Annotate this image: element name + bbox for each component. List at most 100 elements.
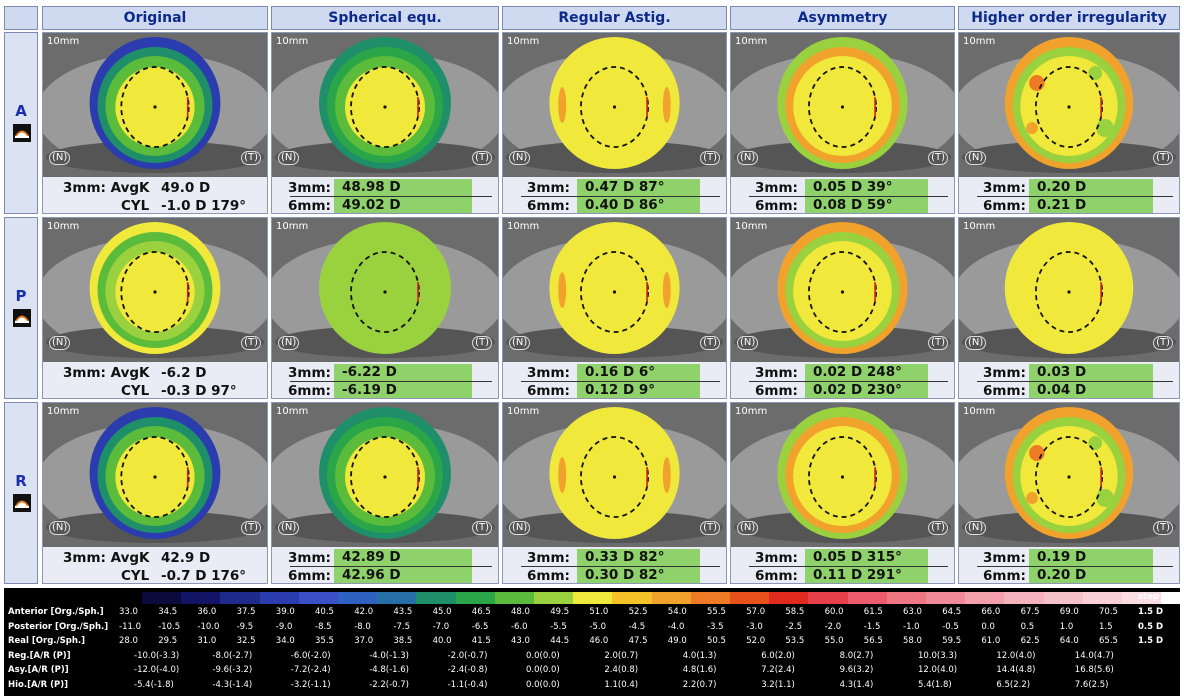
map-scale-label: 10mm [507,221,540,232]
zone-value: 0.20 D [1029,179,1153,196]
map-scale-label: 10mm [507,406,540,417]
scale-swatch [220,592,261,604]
scale-value: -2.2(-0.7) [369,679,409,690]
temporal-marker: (T) [241,151,261,165]
map-cell-original-p[interactable]: 10mm (N) (T) 3mm: AvgK -6.2 D CYL -0.3 D 97° [42,217,268,399]
map-cell-reg-r[interactable]: 10mm (N) (T) 3mm: 0.33 D 82° 6mm: 0.30 D 82° [502,402,727,584]
scale-value: 59.5 [942,636,962,646]
scale-value: 61.0 [981,636,1001,646]
map-cell-hoi-p[interactable]: 10mm (N) (T) 3mm: 0.03 D 6mm: 0.04 D [958,217,1180,399]
scale-swatch [259,592,300,604]
temporal-marker: (T) [472,336,492,350]
cyl-label: CYL [121,198,150,214]
scale-value: 52.0 [746,636,766,646]
scale-value: 2.2(0.7) [682,679,717,690]
divider [521,381,720,382]
scale-value: -3.0 [746,621,763,632]
temporal-marker: (T) [472,521,492,535]
divider [290,566,492,567]
topography-map [272,218,498,362]
scale-row-label: Hio.[A/R (P)] [8,679,69,690]
zone-value: 0.21 D [1029,197,1153,213]
color-scale-legend: step Anterior [Org./Sph.] 33.0 34.5 36.0 37.5… [4,588,1184,696]
map-scale-label: 10mm [735,221,768,232]
zone-value: 0.16 D 6° [577,364,700,381]
divider [749,381,948,382]
map-scale-label: 10mm [276,36,309,47]
scale-step: 1.5 D [1138,607,1164,617]
map-cell-reg-p[interactable]: 10mm (N) (T) 3mm: 0.16 D 6° 6mm: 0.12 D 9° [502,217,727,399]
6mm-row: 6mm: 0.04 D [959,382,1179,398]
scale-value: 4.8(1.6) [682,665,717,675]
topography-map [43,33,267,177]
row-label-p: P [4,217,38,399]
map-scale-label: 10mm [47,406,80,417]
map-scale-label: 10mm [963,221,996,232]
topography-map [959,218,1179,362]
eye-icon [13,124,31,142]
scale-value: 47.5 [628,636,648,646]
scale-swatch [926,592,966,604]
scale-value: -2.0(-0.7) [447,650,488,661]
temporal-marker: (T) [1153,521,1173,535]
scale-value: -1.0 [903,621,920,632]
scale-value: 63.0 [903,607,922,617]
scale-step: 0.5 D [1138,621,1164,632]
map-scale-label: 10mm [507,36,540,47]
scale-value: 7.6(2.5) [1074,679,1109,690]
avgk-row: 3mm: AvgK 42.9 D [43,549,267,567]
map-cell-asy-a[interactable]: 10mm (N) (T) 3mm: 0.05 D 39° 6mm: 0.08 D 59° [730,32,955,214]
map-cell-sph-p[interactable]: 10mm (N) (T) 3mm: -6.22 D 6mm: -6.19 D [271,217,499,399]
scale-swatch [1161,592,1184,604]
scale-value: -12.0(-4.0) [134,665,180,675]
map-cell-original-r[interactable]: 10mm (N) (T) 3mm: AvgK 42.9 D CYL -0.7 D 176° [42,402,268,584]
zone-value: -6.22 D [334,364,472,381]
avgk-row: 3mm: AvgK 49.0 D [43,179,267,197]
scale-swatch [690,592,731,604]
scale-value: -8.5 [315,621,332,632]
scale-value: 40.0 [432,636,452,646]
3mm-row: 3mm: 0.05 D 315° [731,549,954,567]
map-cell-hoi-a[interactable]: 10mm (N) (T) 3mm: 0.20 D 6mm: 0.21 D [958,32,1180,214]
6mm-row: 6mm: 0.21 D [959,197,1179,213]
scale-value: -5.4(-1.8) [134,679,174,690]
zone-label: 6mm: [288,568,331,584]
scale-value: 64.0 [1059,636,1079,646]
scale-value: 49.5 [550,607,570,617]
zone-label: 3mm: [288,365,331,381]
row-label-r: R [4,402,38,584]
topography-map [503,218,726,362]
3mm-row: 3mm: 42.89 D [272,549,498,567]
zone-value: 0.02 D 248° [805,364,928,381]
scale-value: 69.0 [1059,607,1079,617]
6mm-row: 6mm: 49.02 D [272,197,498,213]
zone-label: 3mm: [755,365,798,381]
temporal-marker: (T) [700,151,720,165]
scale-value: 51.0 [589,607,609,617]
scale-value: -6.0(-2.0) [290,650,331,661]
scale-value: 46.5 [471,607,491,617]
topography-map [272,33,498,177]
map-cell-original-a[interactable]: 10mm (N) (T) 3mm: AvgK 49.0 D CYL -1.0 D 179° [42,32,268,214]
scale-value: 42.0 [354,607,374,617]
scale-value: -11.0 [119,621,141,632]
map-cell-hoi-r[interactable]: 10mm (N) (T) 3mm: 0.19 D 6mm: 0.20 D [958,402,1180,584]
map-cell-sph-a[interactable]: 10mm (N) (T) 3mm: 48.98 D 6mm: 49.02 D [271,32,499,214]
map-cell-asy-p[interactable]: 10mm (N) (T) 3mm: 0.02 D 248° 6mm: 0.02 D 230° [730,217,955,399]
scale-value: 31.0 [197,636,217,646]
scale-value: 40.5 [315,607,334,617]
scale-swatch [730,592,770,604]
zone-value: 0.33 D 82° [577,549,700,566]
avgk-value: 49.0 D [161,180,211,196]
zone-label: 3mm: [755,550,798,566]
scale-value: 5.4(1.8) [918,679,952,690]
map-cell-reg-a[interactable]: 10mm (N) (T) 3mm: 0.47 D 87° 6mm: 0.40 D 86° [502,32,727,214]
map-cell-sph-r[interactable]: 10mm (N) (T) 3mm: 42.89 D 6mm: 42.96 D [271,402,499,584]
scale-value: 52.5 [628,607,648,617]
map-cell-asy-r[interactable]: 10mm (N) (T) 3mm: 0.05 D 315° 6mm: 0.11 D 291° [730,402,955,584]
3mm-row: 3mm: 0.16 D 6° [503,364,726,382]
cyl-label: CYL [121,568,150,584]
zone-value: 42.96 D [334,567,472,583]
scale-value: -9.0 [275,621,293,632]
scale-value: 60.0 [824,607,844,617]
